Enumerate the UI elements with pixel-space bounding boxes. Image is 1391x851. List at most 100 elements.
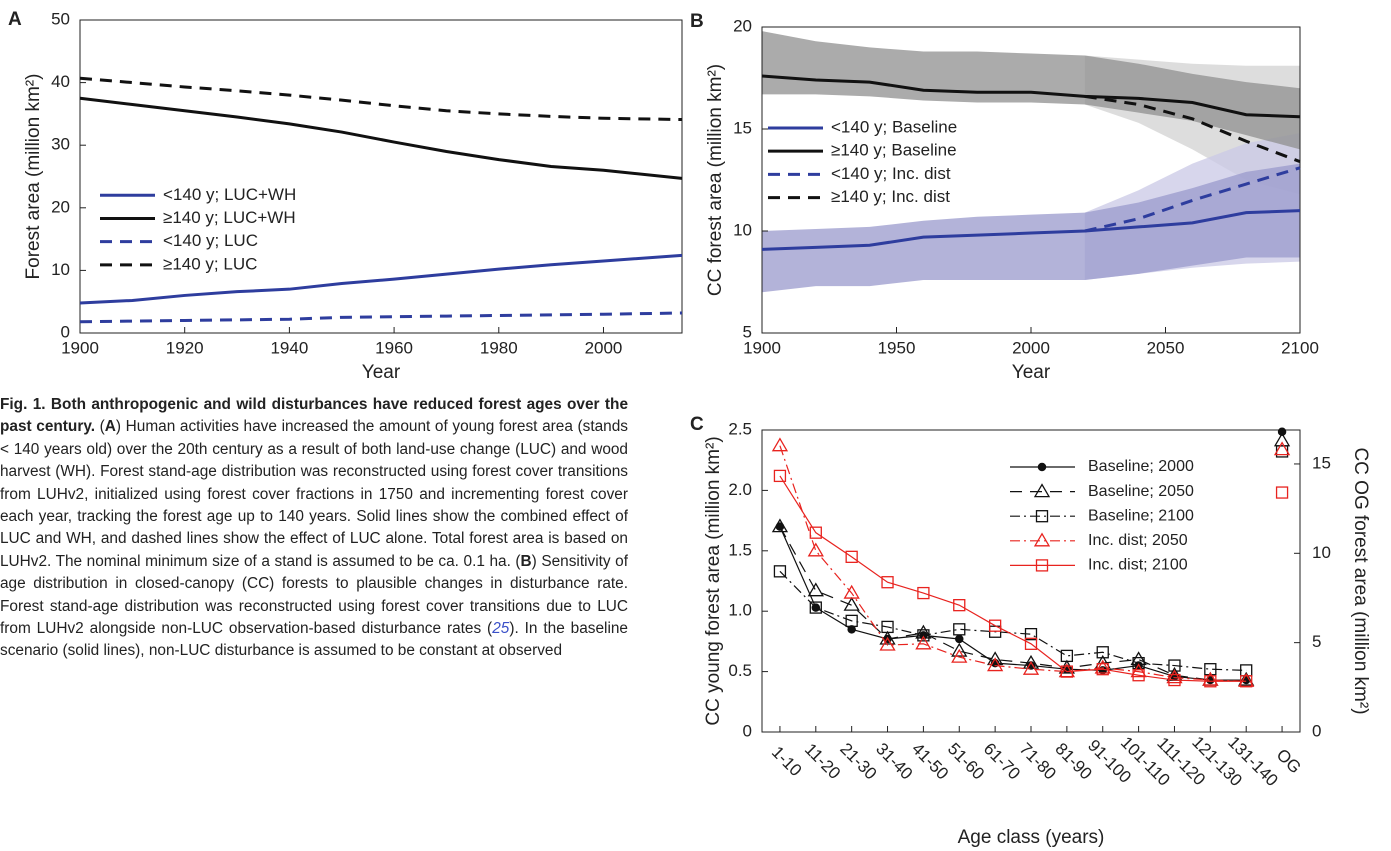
legend-label: Baseline; 2050 (1088, 483, 1194, 500)
y-axis-label: CC young forest area (million km²) (703, 436, 724, 725)
y-axis-label: CC forest area (million km²) (705, 64, 726, 296)
caption-text: Fig. 1. Both anthropogenic and wild dist… (0, 396, 628, 436)
caption-text: ( (95, 418, 105, 436)
x-tick-label: 21-30 (836, 739, 880, 783)
legend: <140 y; Baseline ≥140 y; Baseline <140 y; … (768, 117, 957, 206)
series-layer (771, 427, 1291, 688)
marker (1094, 659, 1111, 674)
x-tick-label: 1-10 (768, 743, 805, 780)
marker (771, 518, 789, 533)
marker (807, 582, 824, 597)
x-tick-label: 2000 (1012, 338, 1050, 357)
series-line (1084, 94, 1301, 164)
marker (955, 634, 964, 644)
y-tick-label: 1.5 (728, 540, 752, 559)
x-tick-label: 1900 (61, 338, 99, 357)
marker (1024, 628, 1038, 641)
x-tick-label: 2000 (585, 338, 623, 357)
y-tick-label: 20 (51, 197, 70, 216)
caption-text: ) Sensitivity of age distribution in clo… (0, 552, 628, 638)
series-line (779, 526, 1247, 681)
caption-text: ). In the baseline scenario (solid lines… (0, 620, 628, 660)
y-tick-label: 0 (61, 322, 70, 341)
marker (1275, 486, 1289, 499)
y-tick-label: 50 (51, 9, 70, 28)
series-line (1084, 166, 1301, 233)
x-tick-label: 11-20 (801, 740, 844, 783)
marker (1022, 654, 1040, 669)
y2-tick-label: 15 (1312, 453, 1331, 472)
marker (807, 542, 824, 557)
y-tick-label: 2.0 (728, 480, 752, 499)
marker (1060, 665, 1074, 678)
marker (1096, 663, 1109, 676)
marker (1035, 559, 1049, 572)
y-tick-label: 30 (51, 135, 70, 154)
marker (809, 526, 822, 539)
marker (1022, 660, 1040, 675)
legend-label: <140 y; LUC (163, 231, 258, 250)
y-tick-label: 15 (733, 118, 752, 137)
x-tick-label: 1920 (166, 338, 204, 357)
series-line (761, 74, 1301, 119)
panel-label: C (690, 414, 704, 435)
y2-tick-label: 5 (1312, 632, 1321, 651)
legend-label: <140 y; LUC+WH (163, 185, 296, 204)
caption-text: 25 (492, 620, 510, 638)
legend-label: Inc. dist; 2100 (1088, 557, 1188, 574)
x-tick-label: 61-70 (980, 739, 1024, 783)
x-axis-label: Year (1012, 362, 1051, 383)
marker (988, 619, 1002, 632)
axes-frame (761, 429, 1301, 733)
marker (843, 584, 860, 599)
y-tick-label: 5 (743, 322, 752, 341)
marker (845, 550, 858, 563)
series-line (761, 209, 1301, 251)
y2-tick-label: 0 (1312, 721, 1321, 740)
marker (953, 599, 966, 612)
y-tick-label: 0 (743, 721, 752, 740)
uncertainty-band (762, 163, 1300, 293)
marker (1166, 669, 1183, 684)
marker (987, 657, 1004, 672)
marker (879, 636, 896, 651)
caption: Fig. 1. Both anthropogenic and wild dist… (0, 394, 628, 851)
caption-text: A (104, 418, 116, 436)
marker (951, 648, 968, 663)
marker (1132, 669, 1145, 682)
series-line (79, 96, 683, 180)
marker (953, 623, 966, 636)
marker (1024, 637, 1038, 650)
caption-text: ) Human activities have increased the am… (0, 418, 628, 570)
series-layer (79, 76, 683, 324)
x-axis-label: Year (362, 362, 401, 383)
marker (1037, 462, 1047, 472)
y-tick-label: 2.5 (728, 419, 752, 438)
series-layer (761, 74, 1301, 251)
marker (1033, 483, 1051, 498)
y-tick-label: 20 (733, 16, 752, 35)
marker (1202, 671, 1219, 686)
x-tick-label: 2050 (1147, 338, 1185, 357)
marker (1058, 659, 1075, 674)
legend: Baseline; 2000 Baseline; 2050 Baseline; 21… (1010, 458, 1194, 574)
marker (1273, 441, 1291, 456)
legend-label: ≥140 y; LUC+WH (163, 208, 296, 227)
x-tick-label: 31-40 (872, 739, 916, 783)
marker (1168, 673, 1181, 687)
marker (1035, 510, 1049, 523)
marker (917, 586, 930, 600)
panel-label: B (690, 11, 704, 32)
series-line (779, 570, 1247, 671)
legend-label: Baseline; 2000 (1088, 458, 1194, 475)
uncertainty-band (762, 31, 1300, 150)
marker (1132, 656, 1145, 670)
y-tick-label: 40 (51, 72, 70, 91)
x-tick-label: 1980 (480, 338, 518, 357)
marker (951, 642, 968, 657)
marker (1204, 675, 1217, 688)
x-tick-label: 1960 (375, 338, 413, 357)
marker (843, 596, 860, 611)
